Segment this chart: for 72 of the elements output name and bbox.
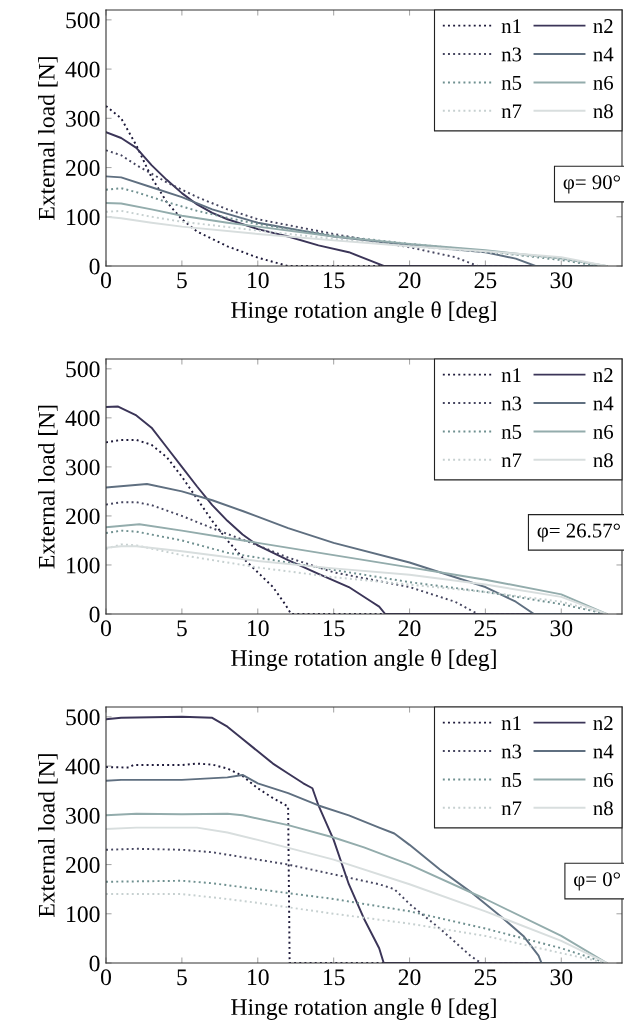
y-tick-label: 100 [67, 209, 100, 226]
y-tick-label: 300 [66, 807, 100, 824]
y-tick-label: 500 [66, 12, 100, 29]
legend-label: n5 [501, 76, 522, 90]
annotation: φ= 26.57° [537, 523, 620, 542]
y-tick-label: 100 [67, 557, 100, 574]
x-tick-label: 0 [101, 620, 111, 637]
legend-label: n1 [501, 716, 521, 730]
legend-label: n6 [593, 772, 614, 787]
x-tick-label: 20 [398, 969, 421, 986]
legend-label: n7 [501, 104, 522, 119]
x-tick-label: 25 [474, 272, 497, 289]
legend-label: n6 [593, 75, 614, 90]
x-tick-label: 20 [398, 272, 421, 289]
y-tick-label: 300 [66, 110, 100, 127]
legend-label: n7 [501, 801, 522, 816]
legend-label: n3 [501, 744, 522, 759]
legend-label: n7 [501, 453, 522, 468]
x-tick-label: 25 [474, 969, 497, 986]
x-tick-label: 0 [101, 969, 111, 986]
y-tick-label: 400 [65, 758, 100, 775]
y-tick-label: 300 [66, 459, 100, 476]
legend-label: n2 [593, 19, 613, 33]
x-tick-label: 15 [323, 969, 345, 986]
legend-label: n2 [593, 716, 613, 730]
y-tick-label: 200 [66, 857, 100, 873]
legend-label: n3 [501, 47, 522, 62]
x-tick-label: 30 [550, 620, 573, 637]
y-tick-label: 400 [65, 410, 100, 427]
legend-label: n8 [593, 801, 613, 816]
x-tick-label: 30 [550, 969, 573, 986]
annotation: φ= 90° [563, 175, 620, 194]
y-tick-label: 200 [66, 508, 100, 525]
x-axis-title: Hinge rotation angle θ [deg] [231, 649, 496, 671]
x-tick-label: 5 [177, 620, 187, 637]
legend-label: n2 [593, 368, 613, 382]
x-tick-label: 0 [101, 272, 111, 289]
y-tick-label: 500 [66, 709, 100, 726]
legend-label: n8 [593, 104, 613, 119]
y-tick-label: 500 [66, 361, 100, 378]
x-tick-label: 5 [177, 969, 187, 986]
x-tick-label: 5 [177, 272, 187, 289]
legend-label: n6 [593, 424, 614, 439]
x-tick-label: 10 [248, 272, 269, 289]
annotation: φ= 0° [574, 872, 620, 891]
y-tick-label: 0 [89, 955, 100, 972]
x-axis-title: Hinge rotation angle θ [deg] [231, 998, 496, 1020]
legend-label: n1 [501, 368, 521, 382]
x-tick-label: 20 [398, 620, 421, 637]
legend-label: n4 [593, 396, 614, 411]
legend-label: n4 [593, 744, 614, 759]
y-axis-title: External load [N] [38, 754, 58, 917]
x-axis-title: Hinge rotation angle θ [deg] [231, 301, 496, 323]
y-tick-label: 200 [66, 160, 100, 176]
x-tick-label: 15 [323, 620, 345, 637]
legend-label: n5 [501, 773, 522, 787]
legend-label: n4 [593, 47, 614, 62]
legend-label: n3 [501, 396, 522, 411]
y-tick-label: 0 [89, 258, 100, 275]
y-axis-title: External load [N] [38, 405, 58, 569]
legend-label: n8 [593, 453, 613, 468]
x-tick-label: 15 [323, 272, 345, 289]
y-tick-label: 400 [65, 61, 100, 78]
y-axis-title: External load [N] [38, 57, 58, 220]
x-tick-label: 10 [248, 969, 269, 986]
x-tick-label: 25 [474, 620, 497, 637]
y-tick-label: 0 [89, 606, 100, 623]
y-tick-label: 100 [67, 906, 100, 923]
legend-label: n1 [501, 19, 521, 33]
x-tick-label: 30 [550, 272, 573, 289]
legend-label: n5 [501, 425, 522, 439]
x-tick-label: 10 [248, 620, 269, 637]
